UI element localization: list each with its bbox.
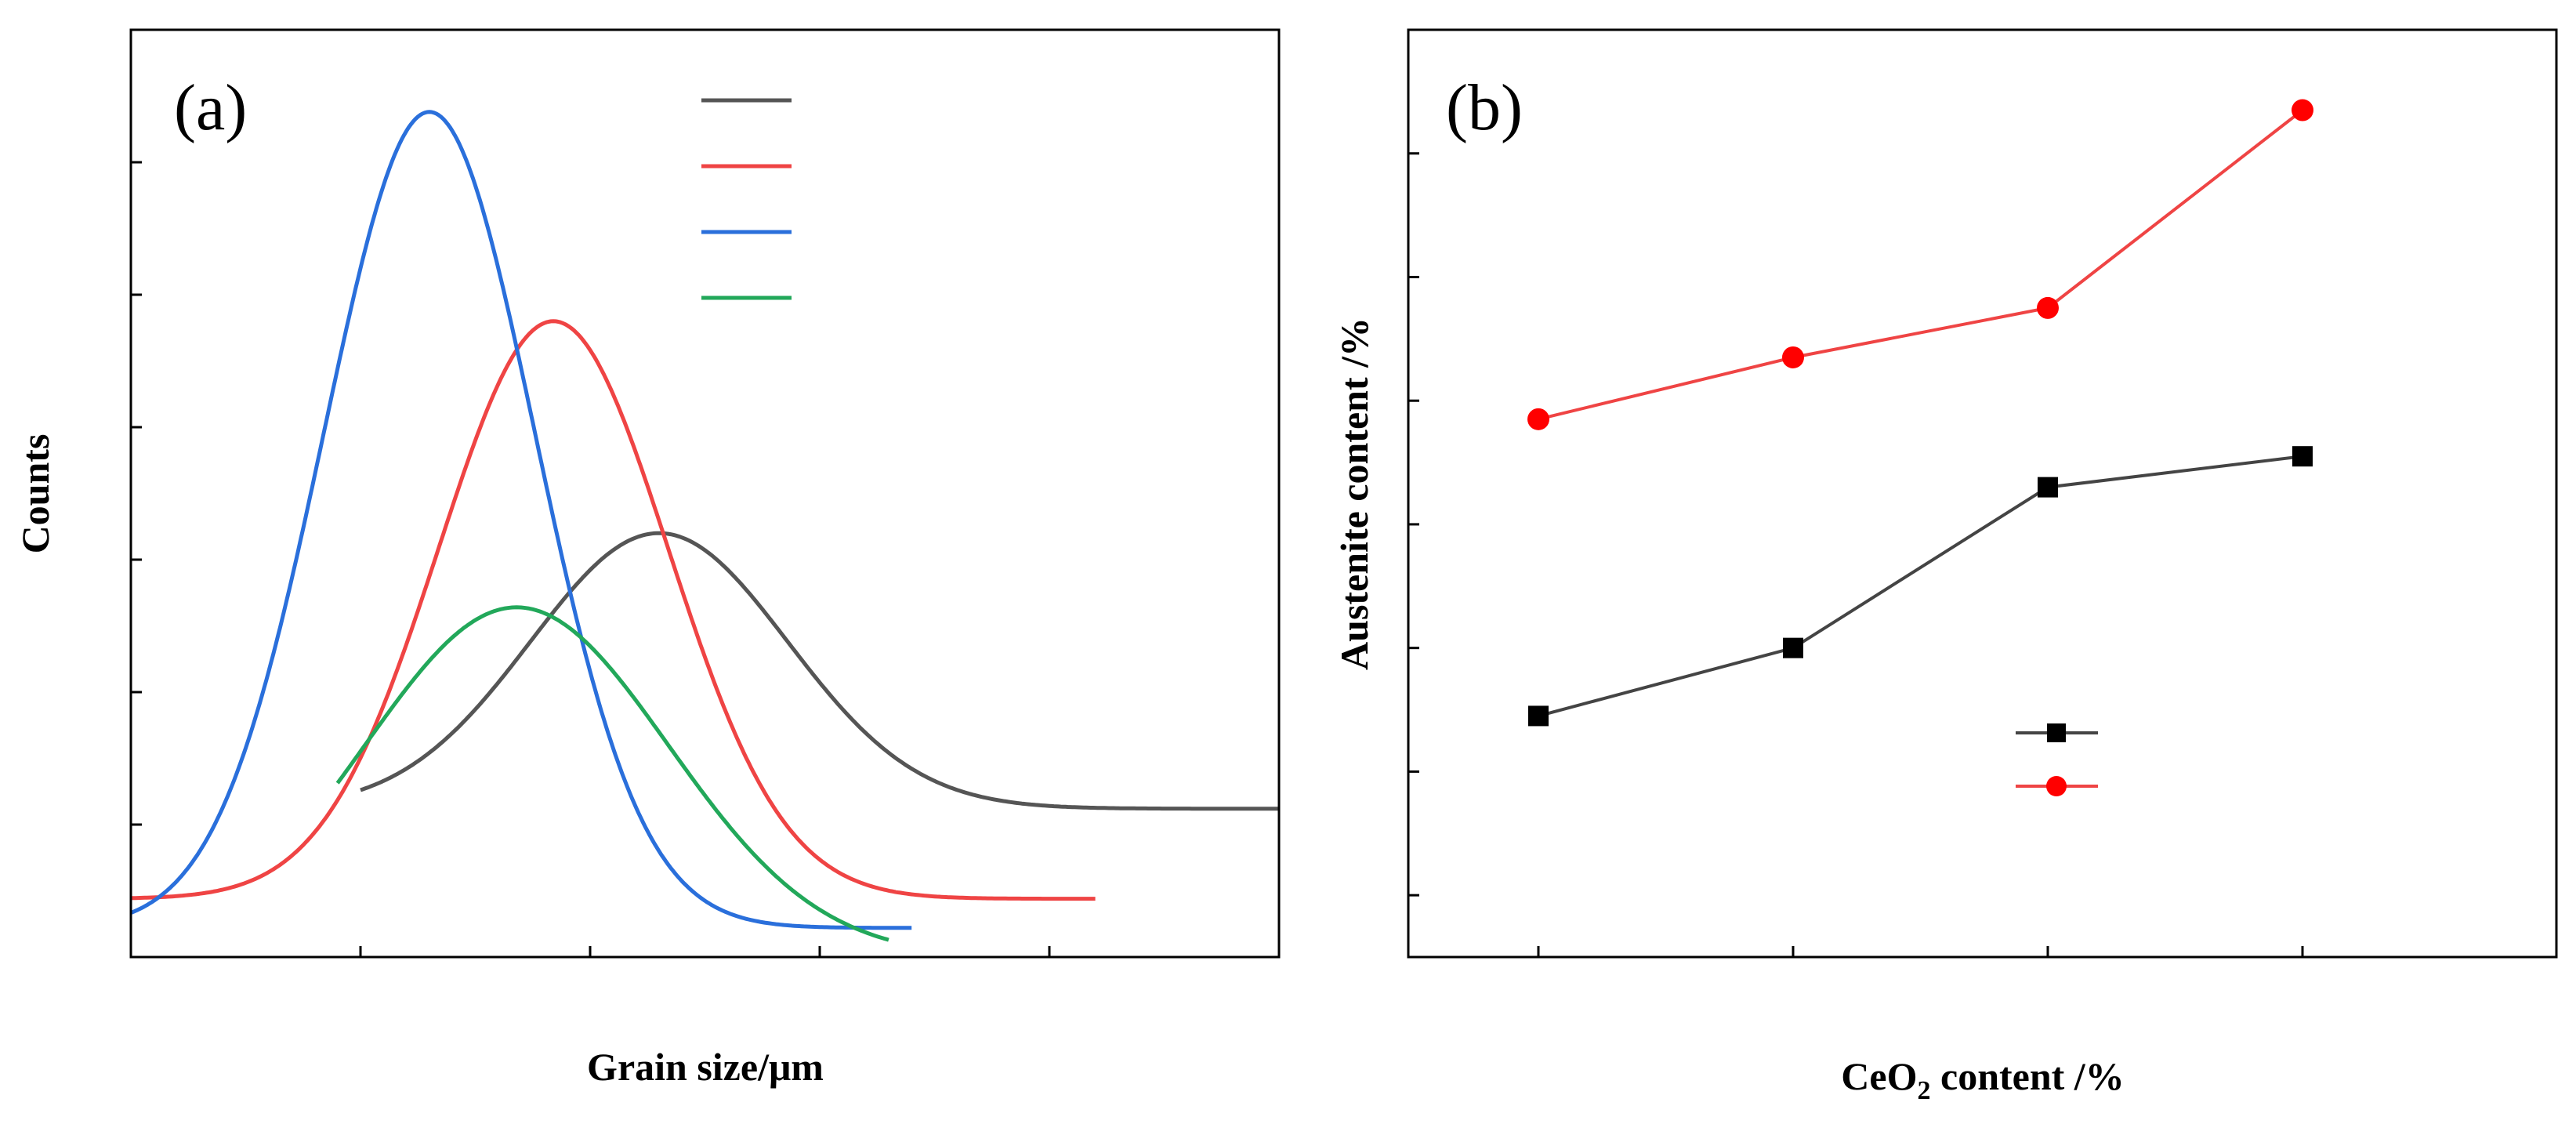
panel-a-series-line-with-1-0-wt-ceo — [335, 605, 889, 942]
panel-b-series-group — [1527, 99, 2313, 727]
panel-a-series-group — [130, 110, 1279, 942]
panel-b-ticks — [1408, 28, 2304, 957]
panel-a-series-line-with-0-5-wt-ceo — [130, 110, 912, 930]
panel-b-chart: (b) CeO2 content /% Austenite content /% — [1332, 28, 2558, 1105]
panel-b-legend-swatch-circle — [2046, 776, 2067, 796]
panel-b-ylabel: Austenite content /% — [1332, 317, 1376, 670]
panel-b-point-circle — [2037, 296, 2059, 319]
panel-a-chart: (a) Grain size/μm Counts — [13, 28, 1281, 1089]
panel-b-xlabel-rest: content /% — [1931, 1054, 2125, 1098]
panel-a-legend — [701, 98, 792, 300]
panel-b-point-square — [1528, 705, 1549, 727]
panel-b-series-line-the-lower-cladding-layer — [1538, 108, 2304, 421]
panel-b-xlabel-sub: 2 — [1918, 1076, 1931, 1105]
panel-a-label: (a) — [174, 71, 247, 144]
panel-b-legend-swatch-square — [2047, 723, 2066, 742]
panel-a-ylabel: Counts — [13, 434, 57, 554]
panel-b-series-line-the-upper-cladding-layer — [1538, 455, 2303, 718]
panel-a-frame — [129, 28, 1281, 959]
panel-b-point-square — [1783, 637, 1803, 658]
panel-b-xlabel-main: CeO — [1841, 1054, 1917, 1098]
panel-b-point-square — [2038, 477, 2058, 498]
panel-a-xlabel: Grain size/μm — [587, 1045, 824, 1089]
panel-a-series-line-without-ceo — [360, 531, 1279, 811]
panel-b-xlabel: CeO2 content /% — [1841, 1054, 2124, 1105]
panel-b-label: (b) — [1446, 71, 1523, 144]
panel-b-point-circle — [1527, 408, 1549, 430]
panel-b-point-square — [2292, 446, 2313, 467]
panel-b-point-circle — [1782, 346, 1804, 368]
panel-a-series-line-with-0-1-wt-ceo — [130, 319, 1096, 901]
panel-b-frame — [1407, 28, 2558, 959]
panel-a-ticks — [129, 28, 1281, 957]
panel-b-point-circle — [2292, 99, 2313, 121]
panel-b-legend — [2016, 723, 2098, 796]
